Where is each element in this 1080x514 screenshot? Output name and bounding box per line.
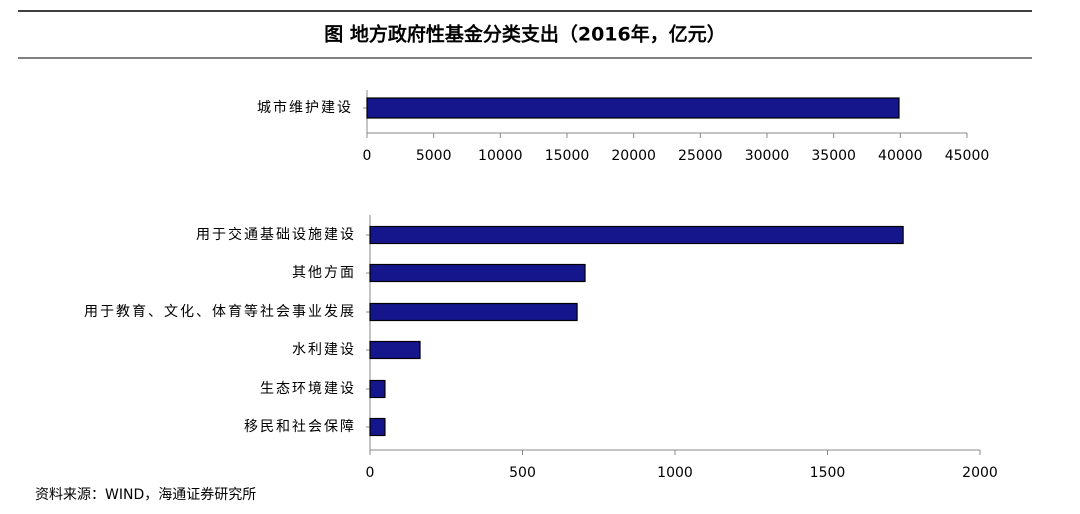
x-tick-label: 1500 xyxy=(810,465,846,481)
category-label: 城市维护建设 xyxy=(257,99,353,116)
bar xyxy=(366,97,900,119)
category-label: 用于交通基础设施建设 xyxy=(196,226,356,243)
category-label: 水利建设 xyxy=(292,342,356,358)
x-tick-label: 0 xyxy=(366,465,375,481)
x-tick-label: 5000 xyxy=(416,148,452,164)
category-label: 用于教育、文化、体育等社会事业发展 xyxy=(84,303,356,320)
page-title: 图 地方政府性基金分类支出（2016年，亿元） xyxy=(324,23,726,46)
bar xyxy=(369,340,421,360)
x-tick-label: 35000 xyxy=(811,148,856,164)
x-tick-label: 2000 xyxy=(962,465,998,481)
x-tick-label: 45000 xyxy=(945,148,990,164)
bar xyxy=(369,263,586,283)
x-tick-label: 25000 xyxy=(678,148,723,164)
bar xyxy=(369,417,386,437)
x-tick-label: 1000 xyxy=(657,465,693,481)
category-label: 其他方面 xyxy=(292,265,356,281)
category-label: 移民和社会保障 xyxy=(244,419,356,435)
bar xyxy=(369,302,578,322)
bar xyxy=(369,225,904,245)
x-tick-label: 15000 xyxy=(545,148,590,164)
x-tick-label: 40000 xyxy=(878,148,923,164)
x-tick-label: 500 xyxy=(509,465,536,481)
x-tick-label: 20000 xyxy=(611,148,656,164)
x-tick-label: 30000 xyxy=(745,148,790,164)
bar xyxy=(369,379,386,399)
x-tick-label: 0 xyxy=(363,148,372,164)
source-note: 资料来源：WIND，海通证券研究所 xyxy=(35,487,256,503)
x-tick-label: 10000 xyxy=(478,148,523,164)
category-label: 生态环境建设 xyxy=(260,381,356,397)
